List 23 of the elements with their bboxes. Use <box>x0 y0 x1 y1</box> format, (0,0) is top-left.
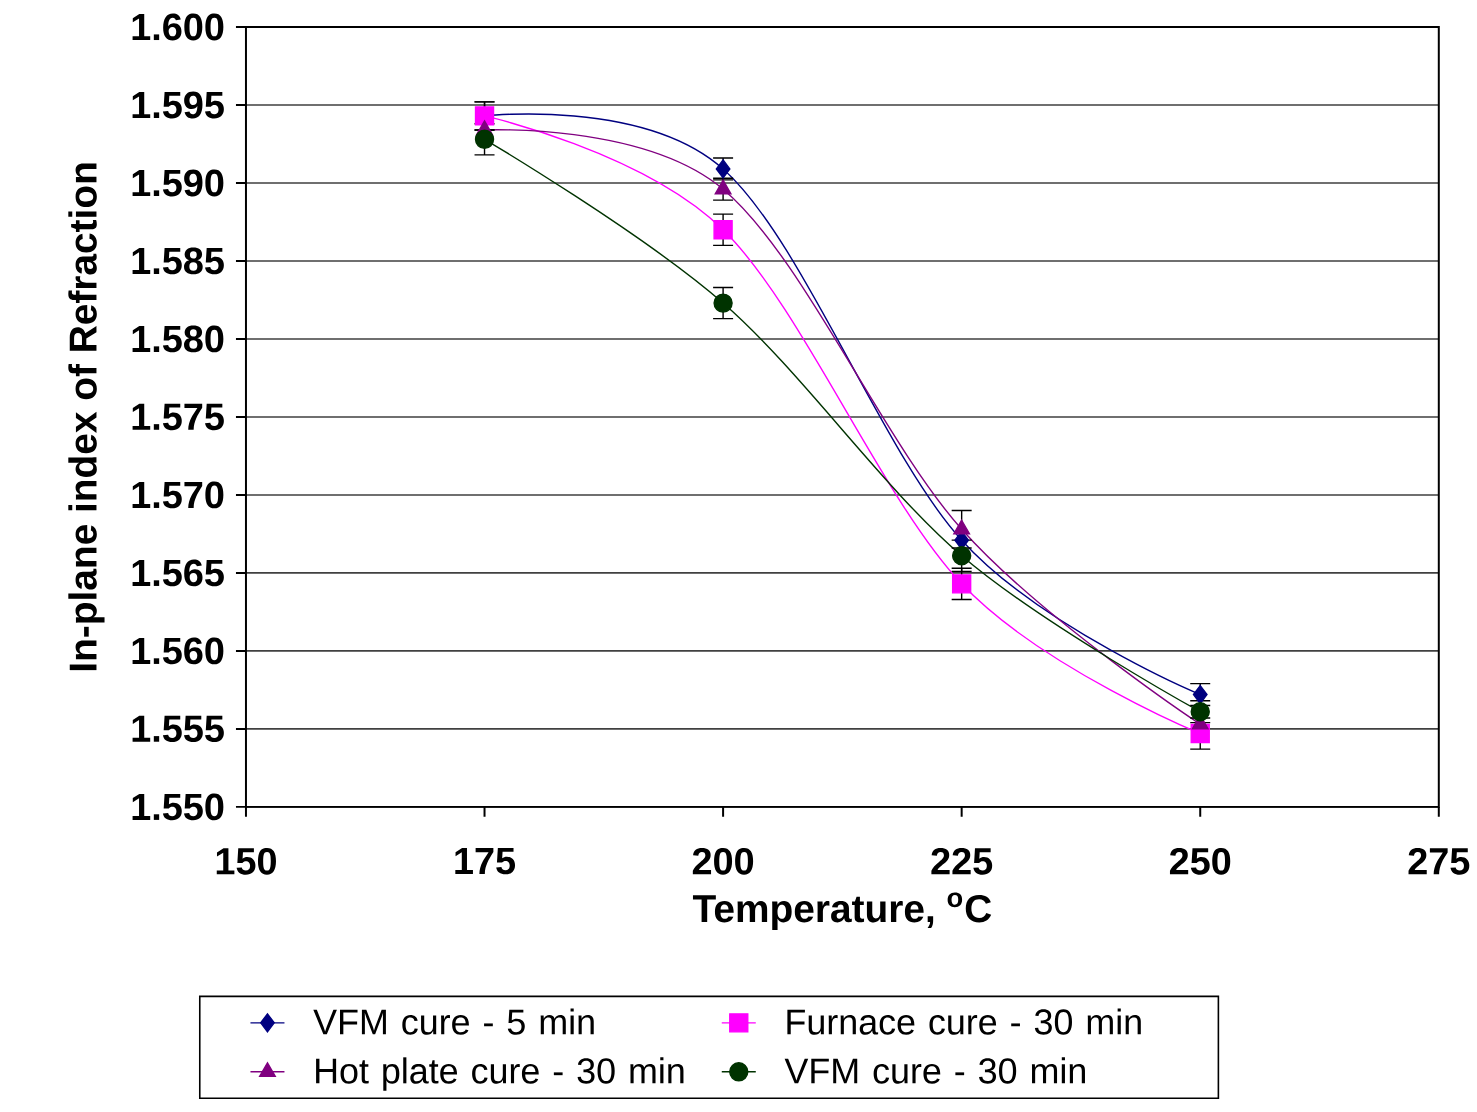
legend-label: VFM cure - 30 min <box>784 1057 1085 1084</box>
x-tick-label: 250 <box>1169 847 1231 875</box>
legend-label: Furnace cure - 30 min <box>787 1008 1141 1035</box>
legend-label: VFM cure - 5 min <box>313 1008 594 1035</box>
y-tick-label: 1.590 <box>132 169 224 197</box>
x-tick-label: 275 <box>1408 847 1470 875</box>
legend-label: Hot plate cure - 30 min <box>316 1057 684 1091</box>
x-tick-label: 175 <box>455 848 516 875</box>
x-axis-title: Temperature, $^{o}$C <box>692 892 992 931</box>
y-tick-label: 1.570 <box>132 481 224 509</box>
y-tick-label: 1.550 <box>132 793 224 821</box>
y-axis-title: In-plane index of Refraction <box>68 163 105 671</box>
y-tick-label: 1.560 <box>132 637 224 665</box>
y-tick-label: 1.555 <box>132 715 224 743</box>
y-tick-label: 1.595 <box>132 91 224 119</box>
y-tick-label: 1.565 <box>132 559 224 587</box>
x-tick-label: 200 <box>692 847 754 875</box>
y-tick-label: 1.600 <box>132 13 224 41</box>
x-tick-label: 150 <box>216 847 276 875</box>
x-tick-label: 225 <box>931 847 993 875</box>
y-tick-label: 1.585 <box>132 247 224 275</box>
y-tick-label: 1.580 <box>132 325 224 353</box>
y-tick-label: 1.575 <box>132 403 224 431</box>
